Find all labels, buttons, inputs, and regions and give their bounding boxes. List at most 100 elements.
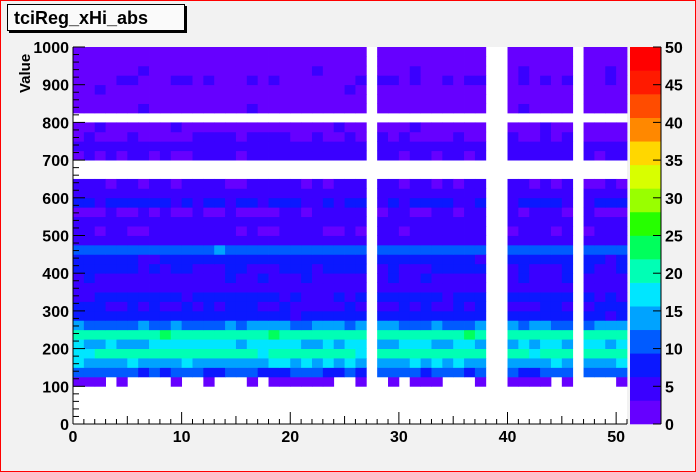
heatmap-cell: [73, 84, 85, 95]
heatmap-cell: [453, 329, 465, 340]
heatmap-cell: [431, 235, 443, 246]
heatmap-cell: [214, 273, 226, 284]
heatmap-cell: [398, 263, 411, 274]
heatmap-cell: [616, 131, 628, 142]
heatmap-cell: [583, 103, 595, 114]
heatmap-cell: [257, 178, 269, 189]
heatmap-cell: [301, 310, 313, 321]
heatmap-cell: [127, 301, 139, 312]
heatmap-cell: [311, 235, 324, 246]
heatmap-cell: [138, 103, 150, 114]
heatmap-cell: [355, 292, 367, 302]
heatmap-cell: [594, 65, 606, 76]
heatmap-cell: [322, 367, 335, 378]
heatmap-cell: [442, 263, 454, 274]
heatmap-cell: [268, 263, 280, 274]
heatmap-cell: [203, 131, 215, 142]
heatmap-cell: [420, 376, 432, 387]
heatmap-cell: [605, 216, 617, 227]
heatmap-cell: [159, 301, 172, 312]
heatmap-cell: [225, 122, 237, 133]
heatmap-cell: [94, 103, 106, 114]
heatmap-cell: [529, 216, 541, 227]
heatmap-cell: [268, 150, 280, 161]
heatmap-cell: [105, 47, 117, 57]
heatmap-cell: [83, 329, 96, 340]
heatmap-cell: [377, 329, 389, 340]
heatmap-cell: [83, 320, 96, 331]
heatmap-cell: [235, 235, 248, 246]
heatmap-cell: [561, 56, 574, 67]
heatmap-cell: [344, 244, 356, 255]
heatmap-cell: [377, 131, 389, 142]
heatmap-cell: [94, 273, 106, 284]
heatmap-cell: [529, 150, 541, 161]
heatmap-cell: [311, 84, 324, 95]
heatmap-cell: [214, 207, 226, 218]
heatmap-cell: [279, 376, 291, 387]
heatmap-cell: [311, 207, 324, 218]
heatmap-cell: [507, 207, 519, 218]
heatmap-cell: [246, 254, 259, 265]
heatmap-cell: [431, 310, 443, 321]
heatmap-cell: [605, 226, 617, 236]
heatmap-cell: [290, 65, 302, 76]
heatmap-cell: [605, 329, 617, 340]
heatmap-cell: [529, 47, 541, 57]
heatmap-cell: [431, 358, 443, 368]
heatmap-cell: [225, 244, 237, 255]
heatmap-cell: [431, 226, 443, 236]
heatmap-cell: [235, 367, 248, 378]
heatmap-cell: [550, 292, 563, 302]
heatmap-cell: [420, 94, 432, 104]
heatmap-cell: [442, 65, 454, 76]
heatmap-cell: [388, 226, 400, 236]
heatmap-cell: [235, 122, 248, 133]
heatmap-cell: [561, 292, 574, 302]
heatmap-cell: [105, 235, 117, 246]
heatmap-cell: [507, 329, 519, 340]
heatmap-cell: [409, 216, 422, 227]
heatmap-cell: [225, 292, 237, 302]
heatmap-cell: [214, 282, 226, 293]
heatmap-cell: [529, 254, 541, 265]
heatmap-cell: [420, 65, 432, 76]
heatmap-cell: [344, 131, 356, 142]
heatmap-cell: [279, 56, 291, 67]
heatmap-cell: [594, 263, 606, 274]
heatmap-cell: [127, 348, 139, 359]
heatmap-cell: [290, 310, 302, 321]
heatmap-cell: [268, 188, 280, 199]
heatmap-cell: [192, 150, 204, 161]
heatmap-cell: [235, 56, 248, 67]
heatmap-cell: [464, 103, 476, 114]
heatmap-cell: [583, 244, 595, 255]
heatmap-cell: [616, 235, 628, 246]
heatmap-cell: [322, 75, 335, 86]
heatmap-cell: [257, 320, 269, 331]
colorbar-segment: [630, 117, 661, 142]
heatmap-cell: [225, 84, 237, 95]
heatmap-cell: [311, 329, 324, 340]
heatmap-cell: [192, 141, 204, 152]
heatmap-cell: [83, 141, 96, 152]
heatmap-cell: [431, 254, 443, 265]
heatmap-cell: [398, 301, 411, 312]
heatmap-cell: [290, 188, 302, 199]
heatmap-cell: [540, 94, 552, 104]
heatmap-cell: [279, 235, 291, 246]
heatmap-cell: [235, 94, 248, 104]
heatmap-cell: [377, 235, 389, 246]
heatmap-cell: [518, 150, 530, 161]
heatmap-cell: [94, 141, 106, 152]
heatmap-cell: [94, 263, 106, 274]
heatmap-cell: [518, 197, 530, 208]
heatmap-cell: [94, 216, 106, 227]
heatmap-cell: [550, 329, 563, 340]
heatmap-cell: [94, 339, 106, 350]
heatmap-cell: [225, 329, 237, 340]
heatmap-cell: [398, 226, 411, 236]
heatmap-cell: [170, 320, 183, 331]
heatmap-cell: [149, 301, 161, 312]
heatmap-cell: [464, 254, 476, 265]
